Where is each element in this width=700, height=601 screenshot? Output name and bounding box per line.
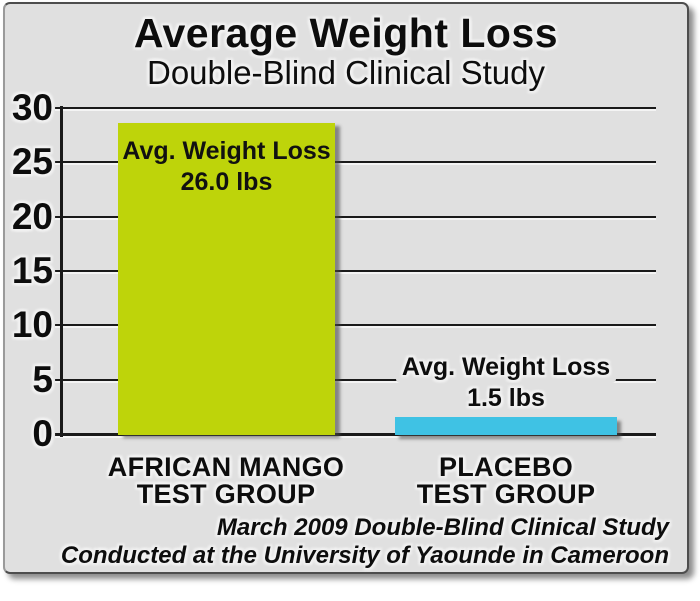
chart-title: Average Weight Loss bbox=[133, 10, 559, 56]
y-tick-label-10: 10 bbox=[11, 304, 53, 346]
bar-african-annotation: Avg. Weight Loss 26.0 lbs bbox=[118, 123, 335, 198]
plot-area: Avg. Weight Loss 26.0 lbs Avg. Weight Lo… bbox=[5, 4, 687, 572]
category-african-line2: TEST GROUP bbox=[136, 479, 316, 509]
bar-placebo-annotation-value: 1.5 lbs bbox=[461, 383, 551, 414]
bar-african-annotation-line1: Avg. Weight Loss bbox=[122, 137, 331, 165]
bar-placebo-annotation: Avg. Weight Loss 1.5 lbs bbox=[381, 352, 631, 414]
gridline-10 bbox=[55, 324, 656, 327]
y-tick-label-0: 0 bbox=[32, 413, 53, 454]
y-tick-label-5: 5 bbox=[32, 358, 53, 400]
gridline-25 bbox=[55, 161, 656, 164]
chart-subtitle: Double-Blind Clinical Study bbox=[146, 54, 546, 91]
category-label-african-mango: AFRICAN MANGO TEST GROUP bbox=[101, 454, 351, 508]
footer-note: March 2009 Double-Blind Clinical Study C… bbox=[5, 514, 687, 570]
chart-panel: Average Weight Loss Double-Blind Clinica… bbox=[3, 2, 689, 574]
category-placebo-line2: TEST GROUP bbox=[416, 479, 596, 509]
footer-line1: March 2009 Double-Blind Clinical Study bbox=[216, 514, 669, 541]
category-placebo-line1: PLACEBO bbox=[438, 452, 574, 482]
y-axis-line bbox=[60, 106, 63, 437]
gridline-20 bbox=[55, 215, 656, 218]
gridline-30 bbox=[55, 107, 656, 109]
bar-african-annotation-value: 26.0 lbs bbox=[180, 168, 273, 196]
bar-placebo bbox=[395, 417, 617, 435]
gridline-5 bbox=[55, 378, 656, 381]
y-tick-label-15: 15 bbox=[11, 250, 53, 291]
y-tick-label-20: 20 bbox=[11, 195, 53, 237]
y-tick-label-25: 25 bbox=[11, 141, 53, 183]
bar-african-mango: Avg. Weight Loss 26.0 lbs bbox=[118, 123, 335, 435]
footer-line2: Conducted at the University of Yaounde i… bbox=[60, 542, 669, 569]
gridline-0 bbox=[55, 433, 656, 436]
y-tick-label-30: 30 bbox=[11, 87, 53, 128]
category-african-line1: AFRICAN MANGO bbox=[107, 452, 345, 482]
gridline-15 bbox=[55, 270, 656, 272]
category-label-placebo: PLACEBO TEST GROUP bbox=[381, 454, 631, 508]
bar-placebo-annotation-line1: Avg. Weight Loss bbox=[395, 352, 617, 383]
